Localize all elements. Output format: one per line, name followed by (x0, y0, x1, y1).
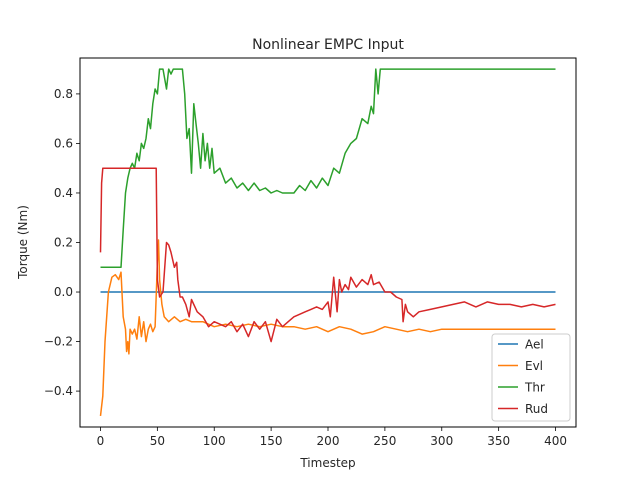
legend-label-thr: Thr (524, 381, 545, 395)
y-axis: −0.4 −0.2 0.0 0.2 0.4 0.6 0.8 (44, 87, 80, 398)
x-tick-label: 100 (203, 434, 226, 448)
y-tick-label: 0.4 (54, 186, 73, 200)
y-axis-label: Torque (Nm) (16, 205, 30, 280)
legend-label-rud: Rud (525, 402, 548, 416)
series-line-thr (100, 68, 556, 269)
legend-box (491, 333, 571, 422)
y-tick-label: 0.2 (54, 236, 73, 250)
legend: Ael Evl Thr Rud (491, 333, 571, 422)
x-tick-label: 300 (430, 434, 453, 448)
x-tick-label: 250 (373, 434, 396, 448)
x-axis-label: Timestep (299, 456, 355, 470)
legend-label-ael: Ael (525, 338, 544, 352)
chart-title: Nonlinear EMPC Input (252, 37, 404, 53)
series-line-evl (99, 239, 556, 416)
series-layer (99, 68, 556, 416)
x-tick-label: 150 (260, 434, 283, 448)
series-line-rud (99, 167, 556, 343)
y-tick-label: 0.0 (54, 285, 73, 299)
legend-label-evl: Evl (525, 359, 543, 373)
x-tick-label: 400 (544, 434, 567, 448)
x-tick-label: 200 (317, 434, 340, 448)
y-tick-label: 0.6 (54, 136, 73, 150)
x-tick-label: 0 (97, 434, 105, 448)
y-tick-label: 0.8 (54, 87, 73, 101)
x-axis: 0 50 100 150 200 250 300 350 400 (97, 427, 567, 448)
y-tick-label: −0.4 (44, 384, 73, 398)
y-tick-label: −0.2 (44, 335, 73, 349)
x-tick-label: 350 (487, 434, 510, 448)
x-tick-label: 50 (150, 434, 165, 448)
